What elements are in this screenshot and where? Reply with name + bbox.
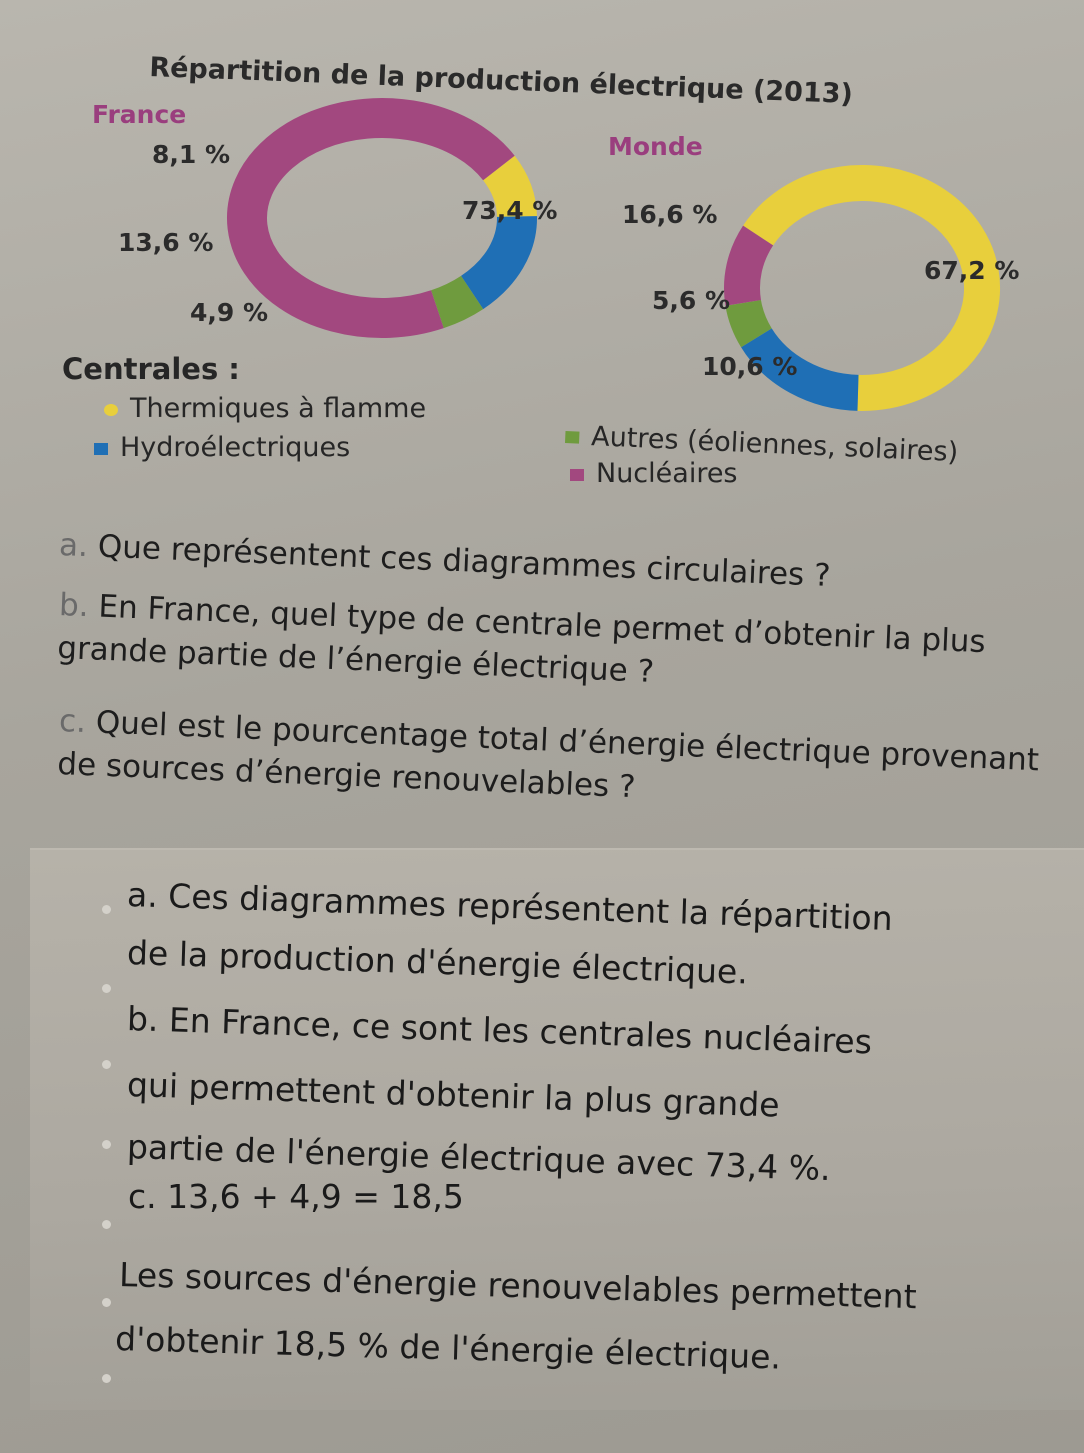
data-label-france-hydro: 13,6 % (118, 228, 214, 257)
question-b-letter: b. (58, 586, 90, 625)
legend-swatch-nuclear (570, 468, 584, 481)
question-b: b. En France, quel type de centrale perm… (57, 584, 1050, 710)
donut-slice-world-hydro (741, 327, 859, 411)
data-label-france-nuclear: 73,4 % (462, 196, 558, 225)
donut-slice-world-nuclear (724, 225, 774, 306)
binder-hole (102, 1140, 111, 1149)
legend-title: Centrales : (62, 352, 240, 386)
legend-swatch-other (565, 430, 580, 444)
legend-item-nuclear: Nucléaires (570, 458, 738, 489)
binder-hole (102, 1220, 111, 1229)
binder-hole (102, 1298, 111, 1307)
legend-item-hydro: Hydroélectriques (94, 432, 350, 463)
data-label-france-thermal: 8,1 % (152, 140, 231, 169)
question-b-text: En France, quel type de centrale permet … (56, 588, 987, 690)
legend-label-thermal: Thermiques à flamme (130, 393, 427, 424)
legend-label-nuclear: Nucléaires (596, 458, 738, 489)
donut-slice-france-thermal (482, 155, 537, 218)
binder-hole (102, 905, 111, 914)
binder-hole (102, 984, 111, 993)
data-label-world-thermal: 67,2 % (924, 256, 1020, 285)
legend-swatch-hydro (94, 442, 108, 455)
series-label-france: France (92, 100, 187, 129)
donut-charts (227, 98, 1001, 411)
donut-slice-france-other (430, 275, 484, 329)
donut-slice-france-nuclear (227, 98, 515, 339)
answer-line-6: c. 13,6 + 4,9 = 18,5 (128, 1177, 464, 1216)
binder-hole (102, 1374, 111, 1383)
legend-swatch-thermal (104, 403, 118, 416)
data-label-world-nuclear: 10,6 % (702, 352, 798, 381)
question-c: c. Quel est le pourcentage total d’énerg… (57, 700, 1050, 826)
question-c-text: Quel est le pourcentage total d’énergie … (56, 704, 1040, 806)
question-a-text: Que représentent ces diagrammes circulai… (97, 528, 832, 594)
series-label-monde: Monde (608, 132, 703, 161)
question-a-letter: a. (58, 526, 89, 565)
donut-slice-world-other (725, 299, 773, 348)
data-label-world-hydro: 16,6 % (622, 200, 718, 229)
donut-slice-world-thermal (743, 164, 1001, 411)
data-label-world-other: 5,6 % (652, 286, 731, 315)
answer-sheet (30, 848, 1084, 1410)
binder-hole (102, 1060, 111, 1069)
legend-label-hydro: Hydroélectriques (120, 432, 351, 463)
legend-item-thermal: Thermiques à flamme (104, 393, 426, 424)
donut-slice-france-hydro (460, 216, 537, 310)
data-label-france-other: 4,9 % (190, 298, 269, 327)
question-c-letter: c. (58, 702, 87, 741)
